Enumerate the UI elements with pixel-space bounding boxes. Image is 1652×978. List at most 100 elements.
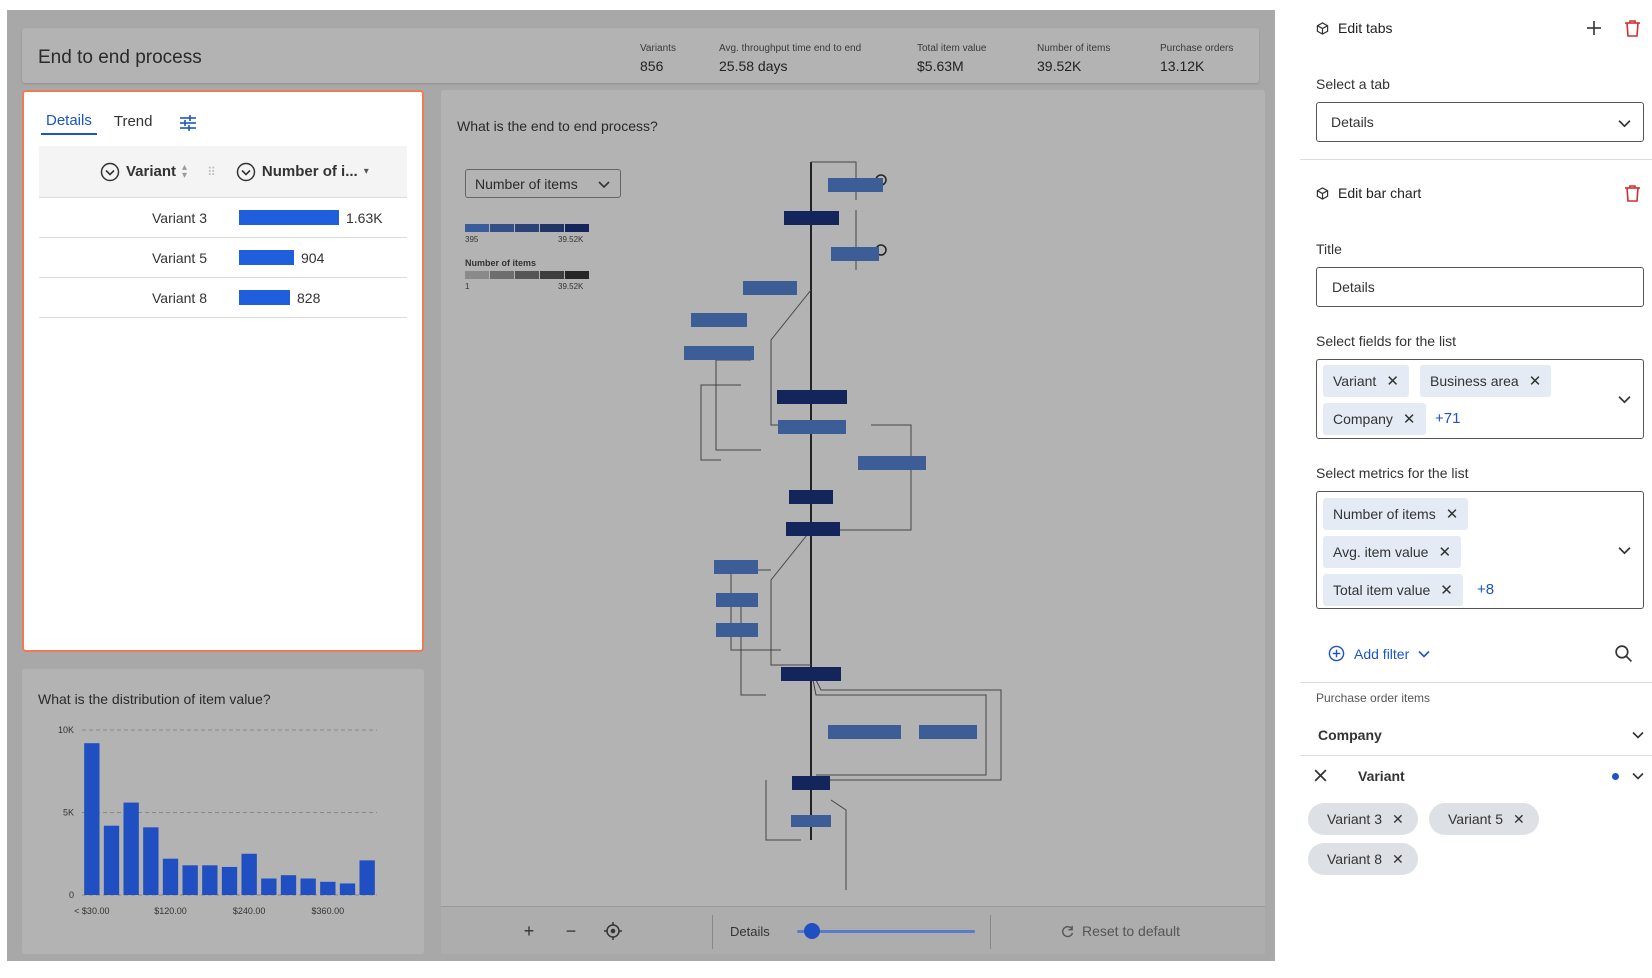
sort-icon[interactable]: ▾ <box>363 165 369 177</box>
drag-handle-icon[interactable]: ⠿ <box>207 164 216 179</box>
filter-variant-row[interactable]: Variant <box>1300 756 1652 796</box>
kpi-total-item-value: Total item value $5.63M <box>917 43 986 74</box>
metric-select[interactable]: Number of items <box>465 169 621 198</box>
close-icon[interactable] <box>1313 768 1328 783</box>
filter-section-title: Purchase order items <box>1316 691 1431 705</box>
fields-multiselect[interactable]: Variant ✕ Business area ✕ Company ✕ +71 <box>1316 359 1644 439</box>
process-map-panel: What is the end to end process? Number o… <box>441 90 1265 954</box>
histogram-bar[interactable] <box>123 802 139 895</box>
add-icon[interactable] <box>1585 19 1603 37</box>
remove-icon[interactable]: ✕ <box>1445 506 1459 523</box>
column-variant[interactable]: Variant ▴ ▾ <box>100 162 187 182</box>
remove-icon[interactable]: ✕ <box>1440 582 1453 599</box>
add-filter-button[interactable]: Add filter <box>1328 645 1430 662</box>
edit-tabs-label: Edit tabs <box>1338 20 1393 36</box>
kpi-label: Avg. throughput time end to end <box>719 43 862 54</box>
histogram-bar[interactable] <box>339 883 356 895</box>
cube-icon <box>1316 21 1329 35</box>
field-chip: Variant ✕ <box>1323 365 1409 397</box>
remove-icon[interactable]: ✕ <box>1513 810 1525 827</box>
select-tab-label: Select a tab <box>1316 76 1390 92</box>
histogram-bar[interactable] <box>143 827 159 895</box>
table-row[interactable]: Variant 3 1.63K <box>39 198 407 238</box>
metrics-multiselect[interactable]: Number of items ✕ Avg. item value ✕ Total … <box>1316 491 1644 609</box>
legend-max: 39.52K <box>558 282 584 291</box>
histogram-bar[interactable] <box>103 825 120 895</box>
chevron-down-icon <box>1418 648 1430 660</box>
remove-icon[interactable]: ✕ <box>1392 850 1404 867</box>
title-input[interactable]: Details <box>1316 267 1644 307</box>
field-chip: Business area ✕ <box>1420 365 1552 397</box>
more-metrics-count[interactable]: +8 <box>1477 581 1495 598</box>
histogram-bar[interactable] <box>320 881 336 895</box>
chip-label: Total item value <box>1333 582 1431 598</box>
remove-icon[interactable]: ✕ <box>1392 810 1404 827</box>
histogram-bar[interactable] <box>221 866 238 895</box>
search-icon[interactable] <box>1614 644 1633 663</box>
value-bar <box>239 210 339 225</box>
histogram-bar[interactable] <box>280 875 297 895</box>
tab-trend[interactable]: Trend <box>113 113 153 130</box>
divider <box>1300 159 1652 160</box>
histogram-bar[interactable] <box>261 878 277 896</box>
histogram-bar[interactable] <box>84 743 100 895</box>
chip-label: Avg. item value <box>1333 544 1429 560</box>
kpi-value: $5.63M <box>917 58 964 74</box>
histogram-bar[interactable] <box>162 858 179 895</box>
details-panel[interactable]: Details Trend Variant ▴ ▾ ⠿ <box>22 90 424 652</box>
table-row[interactable]: Variant 8 828 <box>39 278 407 318</box>
recenter-icon[interactable] <box>603 921 623 941</box>
zoom-in-button[interactable]: + <box>523 921 535 941</box>
chip-label: Variant <box>1333 373 1377 389</box>
metrics-label: Select metrics for the list <box>1316 465 1469 481</box>
kpi-value: 25.58 days <box>719 58 788 74</box>
chevron-down-icon <box>1618 393 1631 406</box>
y-tick-label: 0 <box>69 890 74 900</box>
x-tick-label: $120.00 <box>154 906 187 916</box>
table-row[interactable]: Variant 5 904 <box>39 238 407 278</box>
tune-icon[interactable] <box>178 113 198 133</box>
legend-max: 39.52K <box>558 235 584 244</box>
kpi-throughput: Avg. throughput time end to end 25.58 da… <box>719 43 861 74</box>
process-graph[interactable] <box>671 150 1051 890</box>
tab-details[interactable]: Details <box>41 110 97 135</box>
delete-icon[interactable] <box>1624 19 1641 38</box>
remove-icon[interactable]: ✕ <box>1528 373 1542 390</box>
delete-icon[interactable] <box>1624 184 1641 203</box>
detail-slider-label: Details <box>730 924 770 939</box>
value-label: 828 <box>297 290 321 306</box>
sort-icon[interactable]: ▴ ▾ <box>182 161 188 181</box>
filter-company-row[interactable]: Company <box>1300 715 1652 755</box>
histogram-bar[interactable] <box>182 865 198 895</box>
detail-slider-handle[interactable] <box>804 923 820 939</box>
edit-bar-chart-label: Edit bar chart <box>1338 185 1422 201</box>
kpi-label: Total item value <box>917 43 987 54</box>
more-fields-count[interactable]: +71 <box>1435 410 1461 427</box>
filter-variant-label: Variant <box>1358 768 1405 784</box>
pill-label: Variant 5 <box>1448 811 1503 827</box>
add-circle-icon <box>1328 645 1345 662</box>
histogram-bar[interactable] <box>359 860 375 895</box>
select-tab-dropdown[interactable]: Details <box>1316 102 1644 142</box>
reset-button[interactable]: Reset to default <box>1061 923 1180 939</box>
chart-title: What is the distribution of item value? <box>38 691 271 707</box>
column-number-of-items[interactable]: Number of i... ▾ <box>236 162 369 182</box>
remove-icon[interactable]: ✕ <box>1386 373 1399 390</box>
kpi-value: 39.52K <box>1037 58 1082 74</box>
detail-slider-track[interactable] <box>797 930 975 933</box>
histogram-bar[interactable] <box>202 865 218 895</box>
chip-label: Company <box>1333 411 1393 427</box>
reset-icon <box>1061 925 1074 938</box>
toolbar-divider <box>990 915 991 949</box>
edit-tabs-heading: Edit tabs <box>1316 20 1392 36</box>
x-tick-label: $360.00 <box>312 906 345 916</box>
histogram-bar[interactable] <box>300 878 316 896</box>
variant-pill: Variant 8 ✕ <box>1308 843 1418 875</box>
chevron-down-circle-icon <box>100 162 120 182</box>
remove-icon[interactable]: ✕ <box>1402 411 1416 428</box>
zoom-out-button[interactable]: − <box>565 921 577 941</box>
histogram-bar[interactable] <box>241 853 257 895</box>
divider <box>1300 755 1652 756</box>
chevron-down-circle-icon <box>236 162 256 182</box>
remove-icon[interactable]: ✕ <box>1438 544 1452 561</box>
